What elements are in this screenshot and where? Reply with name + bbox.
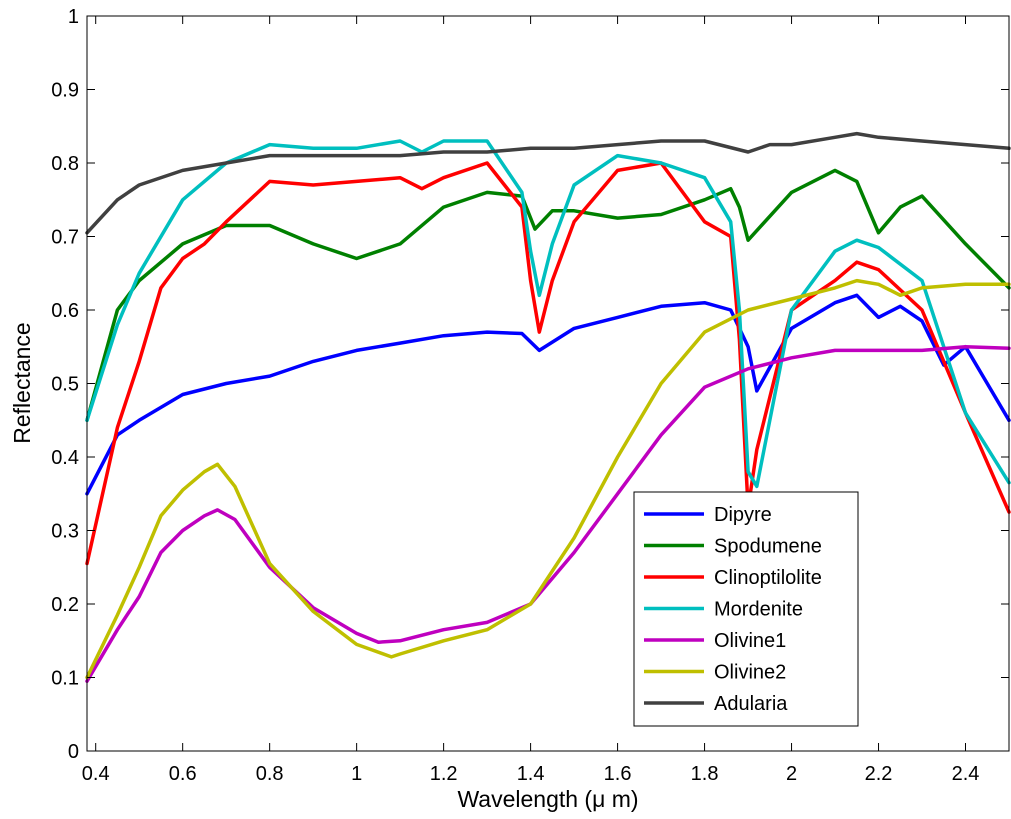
legend-label: Olivine2 bbox=[714, 662, 786, 684]
x-tick-label: 2.4 bbox=[952, 763, 980, 785]
series-line-olivine1 bbox=[85, 344, 1011, 683]
x-tick-label: 0.4 bbox=[82, 763, 110, 785]
legend-label: Clinoptilolite bbox=[714, 567, 822, 589]
y-tick-label: 0.1 bbox=[51, 668, 79, 690]
x-tick-label: 0.6 bbox=[169, 763, 197, 785]
x-tick-label: 1 bbox=[351, 763, 362, 785]
x-tick-label: 2.2 bbox=[865, 763, 893, 785]
x-tick-label: 1.4 bbox=[517, 763, 545, 785]
y-axis-title: Reflectance bbox=[9, 322, 35, 443]
x-tick-label: 1.6 bbox=[604, 763, 632, 785]
series-layer bbox=[85, 131, 1011, 683]
legend-label: Mordenite bbox=[714, 599, 803, 621]
legend-label: Spodumene bbox=[714, 536, 822, 558]
y-tick-label: 0.9 bbox=[51, 80, 79, 102]
x-axis-title: Wavelength (μ m) bbox=[457, 786, 638, 812]
y-tick-label: 1 bbox=[68, 6, 79, 28]
x-tick-label: 0.8 bbox=[256, 763, 284, 785]
y-tick-label: 0.3 bbox=[51, 521, 79, 543]
legend: Dipyre Spodumene Clinoptilolite Mordenite Ol… bbox=[633, 491, 859, 727]
series-line-olivine2 bbox=[85, 278, 1011, 680]
series-line-dipyre bbox=[85, 293, 1011, 496]
y-axis: 0 0.1 0.2 0.3 0.4 0.5 0.6 0.7 0.8 0.9 1 bbox=[51, 6, 1009, 763]
series-line-mordenite bbox=[85, 139, 1011, 489]
x-tick-label: 1.8 bbox=[691, 763, 719, 785]
legend-label: Dipyre bbox=[714, 504, 772, 526]
y-tick-label: 0 bbox=[68, 741, 79, 763]
x-axis: 0.4 0.6 0.8 1 1.2 1.4 1.6 1.8 2 2.2 2.4 bbox=[82, 16, 980, 785]
y-tick-label: 0.8 bbox=[51, 153, 79, 175]
y-tick-label: 0.6 bbox=[51, 300, 79, 322]
y-tick-label: 0.4 bbox=[51, 447, 79, 469]
y-tick-label: 0.7 bbox=[51, 227, 79, 249]
legend-label: Olivine1 bbox=[714, 630, 786, 652]
x-tick-label: 2 bbox=[786, 763, 797, 785]
series-line-spodumene bbox=[85, 168, 1011, 423]
y-tick-label: 0.5 bbox=[51, 374, 79, 396]
y-tick-label: 0.2 bbox=[51, 594, 79, 616]
series-line-adularia bbox=[85, 131, 1011, 235]
legend-label: Adularia bbox=[714, 693, 788, 715]
x-tick-label: 1.2 bbox=[430, 763, 458, 785]
